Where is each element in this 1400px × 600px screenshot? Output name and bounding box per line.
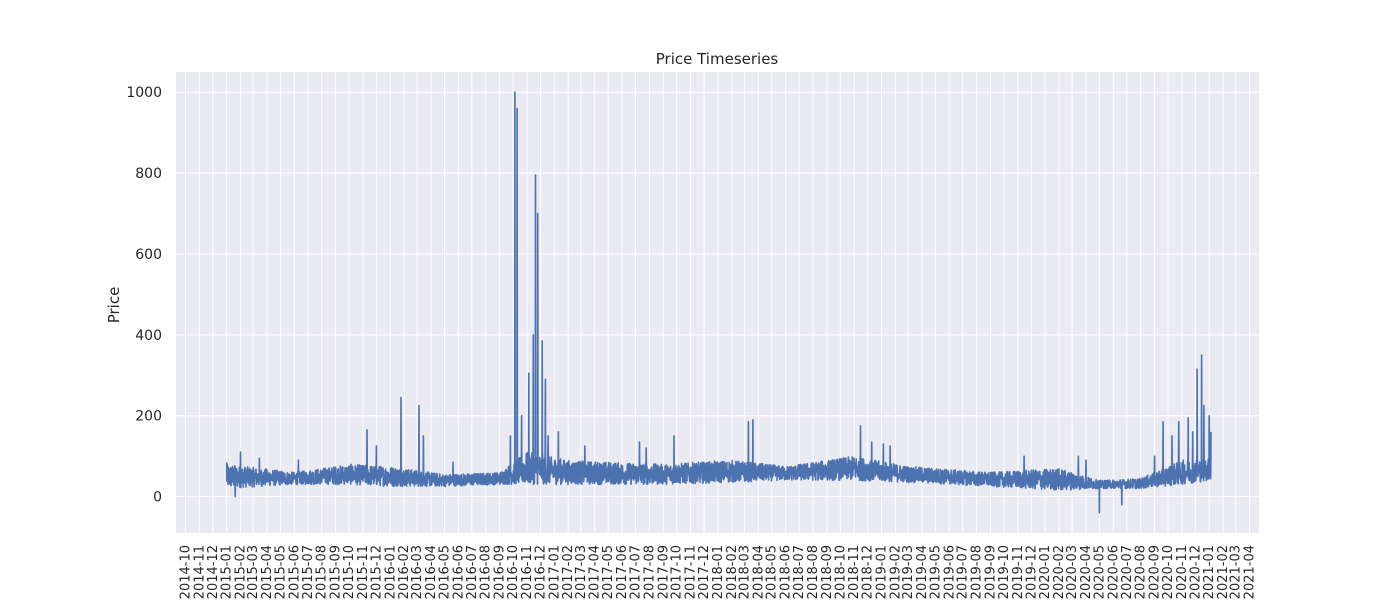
x-tick-label: 2016-05 <box>438 545 453 599</box>
x-tick-label: 2015-07 <box>301 545 316 599</box>
x-tick-label: 2020-02 <box>1052 545 1067 599</box>
x-tick-label: 2017-08 <box>642 545 657 599</box>
x-tick-label: 2016-03 <box>410 545 425 599</box>
x-tick-label: 2020-06 <box>1106 545 1121 599</box>
x-tick-label: 2018-02 <box>725 545 740 599</box>
x-tick-label: 2020-03 <box>1065 545 1080 599</box>
x-tick-label: 2019-09 <box>983 545 998 599</box>
x-tick-label: 2015-06 <box>287 545 302 599</box>
y-tick-label: 400 <box>135 328 162 344</box>
x-tick-label: 2021-04 <box>1243 545 1258 599</box>
x-tick-label: 2015-04 <box>260 545 275 599</box>
x-tick-label: 2016-04 <box>424 545 439 599</box>
y-axis-label: Price <box>105 287 123 324</box>
x-tick-label: 2017-05 <box>601 545 616 599</box>
x-tick-label: 2020-12 <box>1188 545 1203 599</box>
x-tick-label: 2020-05 <box>1092 545 1107 599</box>
x-tick-label: 2020-01 <box>1038 545 1053 599</box>
x-tick-label: 2017-06 <box>615 545 630 599</box>
x-tick-label: 2020-10 <box>1161 545 1176 599</box>
x-tick-label: 2016-07 <box>465 545 480 599</box>
y-tick-label: 800 <box>135 166 162 182</box>
x-tick-label: 2016-12 <box>533 545 548 599</box>
x-tick-label: 2014-11 <box>192 545 207 599</box>
x-tick-label: 2018-05 <box>765 545 780 599</box>
x-tick-label: 2019-11 <box>1011 545 1026 599</box>
x-tick-label: 2017-10 <box>670 545 685 599</box>
x-tick-label: 2020-07 <box>1120 545 1135 599</box>
x-tick-label: 2018-12 <box>861 545 876 599</box>
x-tick-label: 2020-09 <box>1148 545 1163 599</box>
x-tick-label: 2021-01 <box>1202 545 1217 599</box>
x-tick-label: 2017-01 <box>547 545 562 599</box>
x-tick-label: 2016-01 <box>383 545 398 599</box>
x-tick-labels: 2014-102014-112014-122015-012015-022015-… <box>178 545 1257 599</box>
y-tick-label: 200 <box>135 409 162 425</box>
x-tick-label: 2019-06 <box>942 545 957 599</box>
x-tick-label: 2018-03 <box>737 545 752 599</box>
y-tick-label: 600 <box>135 247 162 263</box>
x-tick-label: 2021-02 <box>1216 545 1231 599</box>
y-tick-labels: 0 200 400 600 800 1000 <box>126 85 162 505</box>
x-tick-label: 2015-02 <box>234 545 249 599</box>
x-tick-label: 2021-03 <box>1229 545 1244 599</box>
x-tick-label: 2017-03 <box>574 545 589 599</box>
x-tick-label: 2020-11 <box>1175 545 1190 599</box>
x-tick-label: 2019-12 <box>1024 545 1039 599</box>
x-tick-label: 2018-10 <box>833 545 848 599</box>
x-tick-label: 2018-04 <box>751 545 766 599</box>
x-tick-label: 2016-06 <box>451 545 466 599</box>
x-tick-label: 2019-02 <box>888 545 903 599</box>
x-tick-label: 2019-03 <box>901 545 916 599</box>
x-tick-label: 2017-07 <box>628 545 643 599</box>
x-tick-label: 2016-02 <box>397 545 412 599</box>
x-tick-label: 2014-10 <box>178 545 193 599</box>
x-tick-label: 2017-12 <box>697 545 712 599</box>
x-tick-label: 2015-10 <box>342 545 357 599</box>
x-tick-label: 2018-09 <box>820 545 835 599</box>
x-tick-label: 2019-07 <box>956 545 971 599</box>
x-tick-label: 2016-10 <box>506 545 521 599</box>
x-tick-label: 2018-01 <box>711 545 726 599</box>
x-tick-label: 2015-05 <box>273 545 288 599</box>
x-tick-label: 2017-02 <box>561 545 576 599</box>
x-tick-label: 2019-01 <box>875 545 890 599</box>
x-tick-label: 2016-09 <box>493 545 508 599</box>
x-tick-label: 2020-08 <box>1134 545 1149 599</box>
series-price <box>225 91 1212 514</box>
x-tick-label: 2015-01 <box>220 545 235 599</box>
x-tick-label: 2019-04 <box>915 545 930 599</box>
x-tick-label: 2019-10 <box>997 545 1012 599</box>
chart-title: Price Timeseries <box>656 50 779 68</box>
x-tick-label: 2018-08 <box>806 545 821 599</box>
price-line <box>225 91 1212 514</box>
x-tick-label: 2017-04 <box>588 545 603 599</box>
x-tick-label: 2015-09 <box>329 545 344 599</box>
x-tick-label: 2018-11 <box>847 545 862 599</box>
x-tick-label: 2015-11 <box>356 545 371 599</box>
x-tick-label: 2018-06 <box>779 545 794 599</box>
x-tick-label: 2016-08 <box>479 545 494 599</box>
x-tick-label: 2014-12 <box>206 545 221 599</box>
x-tick-label: 2016-11 <box>520 545 535 599</box>
y-tick-label: 0 <box>153 490 162 506</box>
x-tick-label: 2015-12 <box>369 545 384 599</box>
x-tick-label: 2017-11 <box>684 545 699 599</box>
x-tick-label: 2017-09 <box>656 545 671 599</box>
x-tick-label: 2019-05 <box>928 545 943 599</box>
x-tick-label: 2015-08 <box>315 545 330 599</box>
y-tick-label: 1000 <box>126 85 162 101</box>
x-tick-label: 2015-03 <box>246 545 261 599</box>
x-tick-label: 2019-08 <box>970 545 985 599</box>
x-tick-label: 2018-07 <box>792 545 807 599</box>
x-tick-label: 2020-04 <box>1079 545 1094 599</box>
